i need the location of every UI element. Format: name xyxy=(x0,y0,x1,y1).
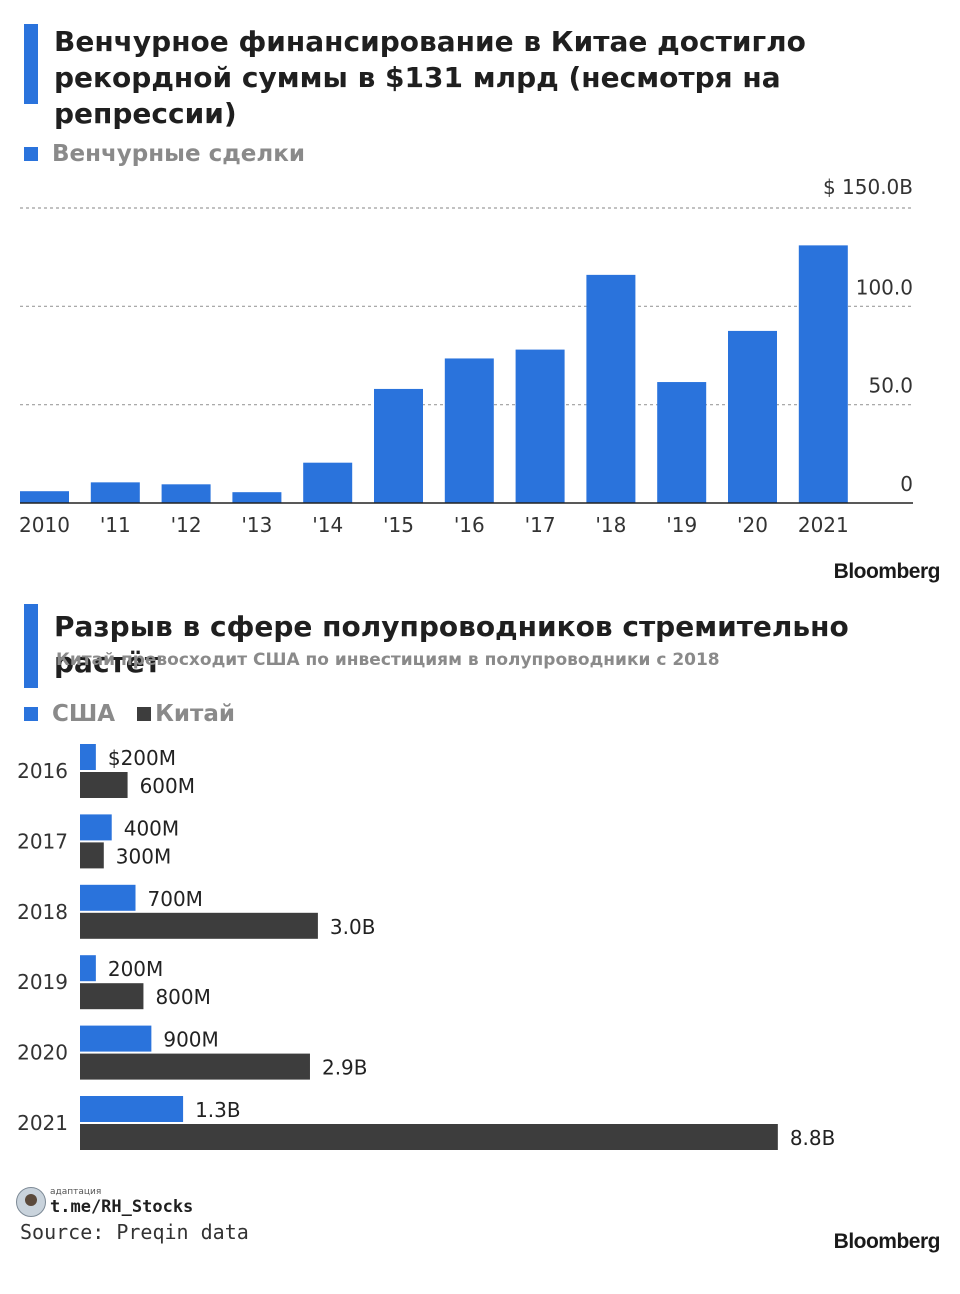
bar-venture xyxy=(798,245,848,503)
semiconductor-bar-chart: 2016 $200M 600M 2017 400M 300M 2018 700M 3.0B 201… xyxy=(17,744,836,1150)
bar-venture xyxy=(161,484,211,503)
x-tick-label: '19 xyxy=(666,513,697,537)
data-label-china: 3.0B xyxy=(330,915,376,939)
bar-usa xyxy=(80,1025,152,1052)
source-note: Source: Preqin data xyxy=(20,1220,249,1244)
chart2-subtitle: Китай превосходит США по инвестициям в п… xyxy=(56,650,720,670)
bar-venture xyxy=(444,358,494,503)
x-tick-label: '15 xyxy=(383,513,414,537)
y-category-label: 2019 xyxy=(17,970,68,994)
bar-venture xyxy=(657,382,707,503)
x-tick-label: 2021 xyxy=(798,513,849,537)
x-tick-label: '17 xyxy=(525,513,556,537)
data-label-china: 300M xyxy=(116,844,171,868)
bar-venture xyxy=(232,492,282,503)
chart1-title-line2: рекордной суммы в $131 млрд (несмотря на… xyxy=(54,61,781,130)
data-label-usa: 900M xyxy=(163,1028,218,1052)
y-category-label: 2021 xyxy=(17,1111,68,1135)
credit-small-label: адаптация xyxy=(50,1187,102,1197)
data-label-china: 600M xyxy=(140,774,195,798)
x-tick-label: '20 xyxy=(737,513,768,537)
bar-venture xyxy=(515,349,565,503)
y-category-label: 2018 xyxy=(17,900,68,924)
data-label-usa: 200M xyxy=(108,957,163,981)
y-category-label: 2020 xyxy=(17,1041,68,1065)
credit-block: адаптация t.me/RH_Stocks xyxy=(16,1187,193,1217)
legend-swatch-china xyxy=(137,707,152,721)
data-label-usa: 400M xyxy=(124,816,179,840)
bar-china xyxy=(80,983,144,1010)
bar-usa xyxy=(80,744,96,770)
legend-label-ventures: Венчурные сделки xyxy=(52,141,305,167)
bar-china xyxy=(80,1053,310,1080)
legend-label-china: Китай xyxy=(155,701,235,727)
data-label-china: 800M xyxy=(155,985,210,1009)
credit-handle: t.me/RH_Stocks xyxy=(50,1197,194,1217)
data-label-usa: $200M xyxy=(108,746,176,770)
chart1-legend: Венчурные сделки xyxy=(24,141,305,167)
chart2-bloomberg-logo: Bloomberg xyxy=(833,1230,941,1253)
avatar xyxy=(16,1187,46,1217)
bar-china xyxy=(80,912,318,939)
y-tick-label: $ 150.0B xyxy=(823,175,913,199)
bar-venture xyxy=(586,274,636,503)
legend-label-usa: США xyxy=(52,701,116,727)
x-tick-label: '12 xyxy=(171,513,202,537)
x-tick-label: '18 xyxy=(595,513,626,537)
legend-swatch-usa xyxy=(24,707,38,721)
x-tick-label: '16 xyxy=(454,513,485,537)
chart1-accent-bar xyxy=(24,24,38,104)
bar-usa xyxy=(80,955,96,982)
bar-china xyxy=(80,772,128,798)
bar-venture xyxy=(374,388,423,503)
venture-bar-chart: 0 50.0 100.0 $ 150.0B 2010 '11 '12 '13 '14 '15 '16… xyxy=(19,175,913,537)
chart1-title-line1: Венчурное финансирование в Китае достигл… xyxy=(54,25,806,58)
bar-venture xyxy=(728,330,777,503)
x-tick-label: '11 xyxy=(100,513,131,537)
x-tick-label: '13 xyxy=(241,513,272,537)
data-label-china: 2.9B xyxy=(322,1056,368,1080)
x-tick-label: '14 xyxy=(312,513,343,537)
data-label-china: 8.8B xyxy=(790,1126,836,1150)
bar-usa xyxy=(80,884,136,911)
bar-usa xyxy=(80,814,112,841)
chart2-legend: США Китай xyxy=(24,701,235,727)
chart2-title: Разрыв в сфере полупроводников стремител… xyxy=(54,610,849,679)
data-label-usa: 700M xyxy=(148,887,203,911)
legend-swatch-ventures xyxy=(24,147,38,161)
y-category-label: 2016 xyxy=(17,759,68,783)
bar-china xyxy=(80,1124,778,1150)
x-tick-label: 2010 xyxy=(19,513,70,537)
bar-venture xyxy=(20,491,69,503)
y-tick-label: 100.0 xyxy=(856,275,913,299)
bar-venture xyxy=(303,462,353,503)
y-category-label: 2017 xyxy=(17,829,68,853)
bar-usa xyxy=(80,1096,184,1122)
chart1-bloomberg-logo: Bloomberg xyxy=(833,560,941,583)
bar-venture xyxy=(90,482,140,503)
y-tick-label: 0 xyxy=(900,472,913,496)
bar-china xyxy=(80,842,104,869)
y-tick-label: 50.0 xyxy=(868,374,913,398)
chart2-accent-bar xyxy=(24,604,38,688)
data-label-usa: 1.3B xyxy=(195,1098,241,1122)
